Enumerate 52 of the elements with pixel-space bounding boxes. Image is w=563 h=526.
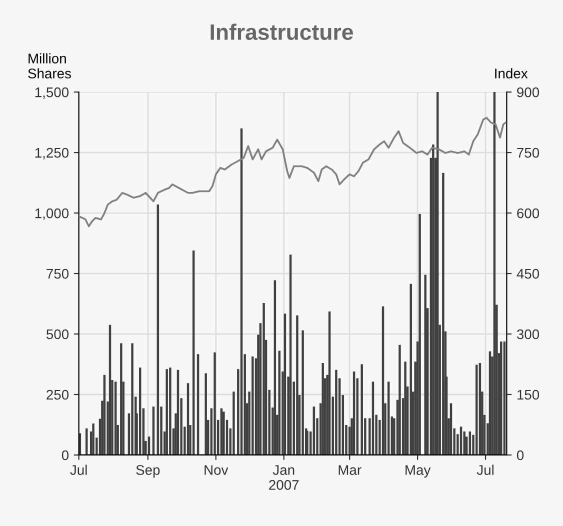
y2-tick-label: 750	[517, 148, 540, 158]
bar	[284, 314, 286, 455]
y-tick-label: 1,000	[35, 208, 69, 220]
bar	[335, 370, 338, 455]
bar	[192, 250, 195, 455]
y2-tick-label: 450	[516, 268, 540, 279]
y-tick-label: 500	[46, 329, 69, 340]
y-tick-label: 1,250	[35, 148, 69, 160]
bar	[322, 363, 324, 455]
bar	[120, 343, 122, 455]
line-series	[78, 116, 506, 228]
y2-tick-label: 600	[517, 208, 540, 218]
y2-tick-label: 0	[516, 450, 524, 460]
bar	[156, 204, 160, 455]
bar	[222, 412, 225, 455]
y-axis-title: Million Shares	[28, 53, 71, 78]
bar	[92, 424, 94, 455]
bar	[432, 144, 434, 455]
bar	[214, 352, 216, 455]
y-tick-label: 250	[46, 390, 69, 400]
x-tick-label: Mar	[338, 465, 362, 475]
x-tick-label: Jul	[70, 464, 87, 475]
bar	[262, 303, 265, 455]
bar	[404, 362, 406, 455]
x-tick-label: Nov	[204, 465, 228, 475]
bar	[232, 392, 235, 455]
bar	[442, 172, 444, 455]
y-tick-label: 0	[62, 450, 69, 460]
x-tick-label: Jul	[476, 464, 494, 475]
bar	[302, 330, 304, 455]
bar	[252, 356, 254, 455]
bar	[424, 274, 426, 455]
chart-title: Infrastructure	[210, 24, 353, 40]
y2-axis-title: Index	[495, 68, 528, 78]
bar	[306, 430, 308, 455]
y2-tick-label: 300	[516, 329, 540, 340]
bar	[360, 364, 363, 455]
bar	[289, 254, 292, 455]
bar	[166, 369, 168, 455]
bar	[204, 373, 207, 455]
bar	[398, 344, 401, 455]
y-tick-label: 1,500	[35, 87, 69, 99]
bar	[418, 214, 421, 455]
bar	[131, 343, 134, 455]
x-tick-label: Sep	[136, 465, 160, 478]
y2-tick-label: 150	[517, 390, 540, 400]
x-tick-label: Jan 2007	[269, 465, 299, 490]
bar	[296, 315, 298, 455]
bar	[169, 368, 172, 455]
x-tick-label: May	[406, 465, 431, 478]
y2-tick-label: 900	[517, 87, 540, 98]
y-tick-label: 750	[46, 268, 69, 279]
